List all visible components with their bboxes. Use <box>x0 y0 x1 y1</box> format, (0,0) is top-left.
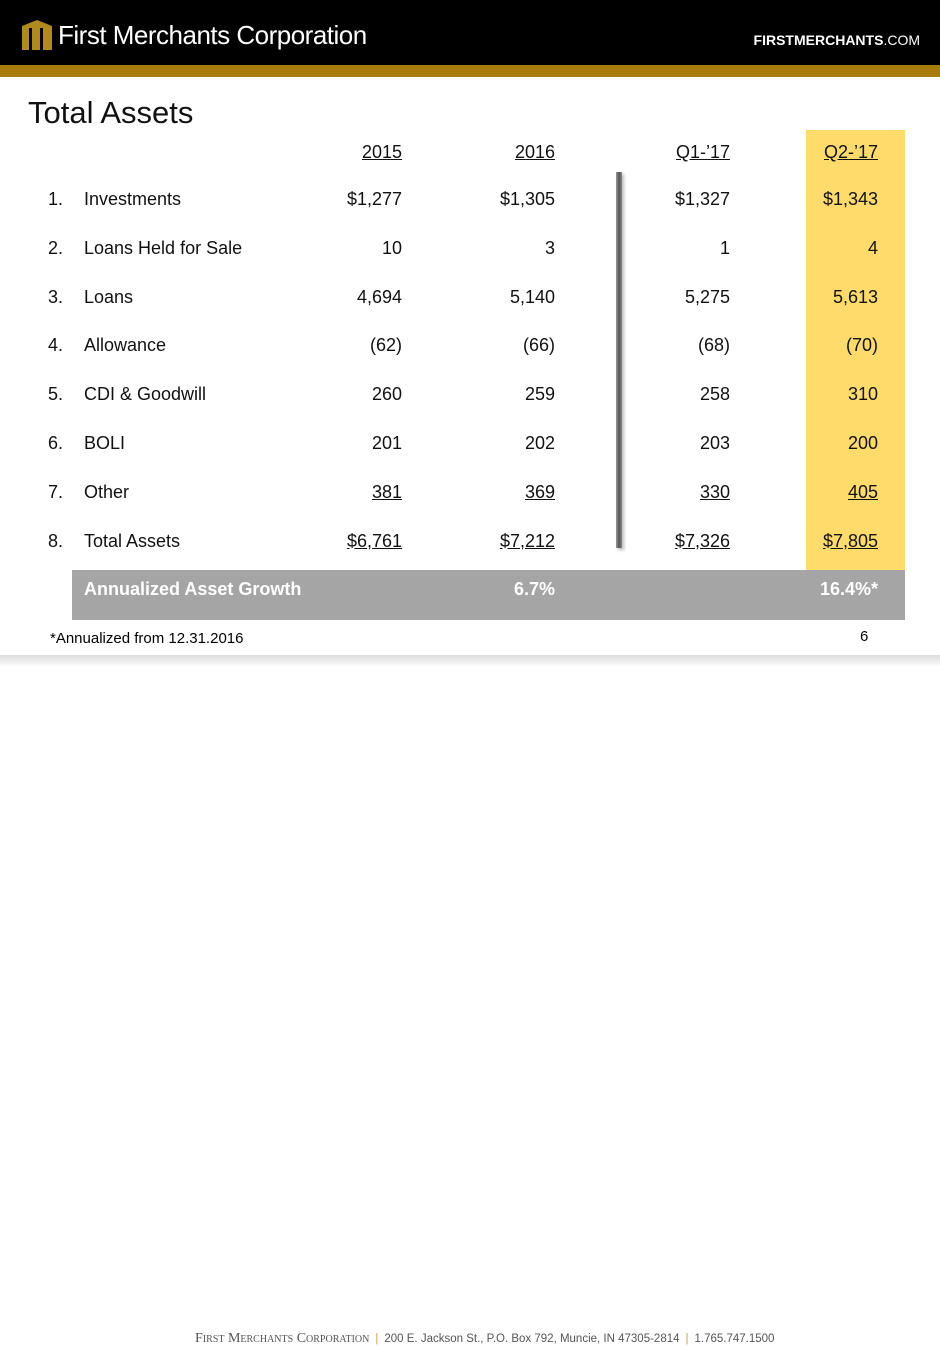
row-value: $7,212 <box>499 530 555 551</box>
row-number: 6. <box>48 433 64 453</box>
row-label: Investments <box>84 189 182 209</box>
row-value: 4,694 <box>356 286 402 307</box>
row-value: $1,277 <box>346 189 402 209</box>
growth-q2: 16.4%* <box>819 579 878 599</box>
row-value: 4 <box>867 237 878 258</box>
row-value: (68) <box>697 335 730 356</box>
row-value: 201 <box>371 433 402 453</box>
row-value: 381 <box>371 481 402 502</box>
gold-stripe <box>0 65 940 77</box>
row-value: 260 <box>371 384 402 405</box>
footer-phone: 1.765.747.1500 <box>694 1333 775 1345</box>
row-value: $1,343 <box>822 189 878 209</box>
row-number: 1. <box>48 189 64 209</box>
row-value: 405 <box>847 481 878 502</box>
row-value: 369 <box>524 481 555 502</box>
row-value: $1,327 <box>674 189 730 209</box>
column-header: Q2-’17 <box>823 142 878 162</box>
row-value: 5,613 <box>832 286 878 307</box>
page-title: Total Assets <box>28 95 194 130</box>
row-label: Loans <box>84 286 134 307</box>
row-value: 3 <box>544 237 555 258</box>
row-value: 203 <box>699 433 730 453</box>
row-label: CDI & Goodwill <box>84 384 207 405</box>
row-value: 200 <box>847 433 878 453</box>
building-logo-icon <box>22 20 52 50</box>
row-number: 4. <box>48 335 64 356</box>
column-header: 2015 <box>361 142 402 162</box>
row-value: 5,275 <box>684 286 730 307</box>
row-label: Loans Held for Sale <box>84 237 243 258</box>
footnote: *Annualized from 12.31.2016 <box>50 630 244 647</box>
footer-company: First Merchants Corporation <box>195 1331 370 1346</box>
row-number: 7. <box>48 481 64 502</box>
row-value: 1 <box>719 237 730 258</box>
column-header: 2016 <box>514 142 555 162</box>
row-value: 310 <box>847 384 878 405</box>
website-link[interactable]: FIRSTMERCHANTS.COM <box>753 32 920 48</box>
page-number: 6 <box>860 628 869 645</box>
company-logo-text: First Merchants Corporation <box>58 20 367 50</box>
row-number: 8. <box>48 530 64 551</box>
growth-row-bg <box>72 570 905 620</box>
row-value: 10 <box>381 237 402 258</box>
column-header: Q1-’17 <box>675 142 730 162</box>
footer-address: 200 E. Jackson St., P.O. Box 792, Muncie… <box>384 1333 680 1345</box>
row-value: $1,305 <box>499 189 555 209</box>
column-divider <box>616 172 622 548</box>
row-label: Allowance <box>84 335 167 356</box>
q2-highlight-column <box>806 130 905 572</box>
row-value: (70) <box>845 335 878 356</box>
header-bar: First Merchants Corporation FIRSTMERCHAN… <box>0 0 940 65</box>
row-number: 2. <box>48 237 64 258</box>
row-value: 330 <box>699 481 730 502</box>
footer: First Merchants Corporation | 200 E. Jacks… <box>0 655 940 1346</box>
row-label: Total Assets <box>84 530 181 551</box>
row-value: (66) <box>522 335 555 356</box>
row-value: 259 <box>524 384 555 405</box>
row-number: 5. <box>48 384 64 405</box>
row-value: $7,326 <box>674 530 730 551</box>
row-label: Other <box>84 481 130 502</box>
row-value: $6,761 <box>346 530 402 551</box>
row-value: $7,805 <box>822 530 878 551</box>
row-label: BOLI <box>84 433 126 453</box>
growth-2016: 6.7% <box>513 579 555 599</box>
row-value: 202 <box>524 433 555 453</box>
row-value: 5,140 <box>509 286 555 307</box>
row-value: 258 <box>699 384 730 405</box>
growth-label: Annualized Asset Growth <box>84 579 302 599</box>
row-value: (62) <box>369 335 402 356</box>
row-number: 3. <box>48 286 64 307</box>
